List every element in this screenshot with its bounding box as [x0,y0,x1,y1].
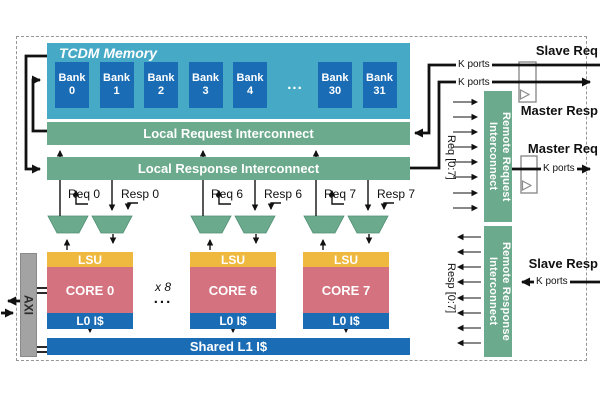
tcdm-title: TCDM Memory [59,45,158,61]
slave-req-label: Slave Req [535,43,598,58]
remote-response-interconnect: Remote Response Interconnect [484,226,512,357]
core0-remote-resp-stub [124,202,138,210]
kports-master-resp: K ports [456,77,492,88]
core6-wiring [190,150,281,333]
core0-resp-mux [91,215,133,234]
core7-wiring [303,150,394,333]
core7-lsu: LSU [303,252,389,267]
bank-1: Bank 1 [99,62,134,108]
core6-lsu: LSU [190,252,276,267]
kports-slave-resp: K ports [534,276,570,287]
core6-remote-resp-stub [267,202,281,210]
core6-req-mux [190,215,232,234]
core-multiplier: x 8 [154,280,171,294]
core0-req-mux [47,215,89,234]
core-ellipsis: ... [153,290,173,307]
kports-master-req: K ports [541,163,577,174]
core7-remote-resp-stub [380,202,394,210]
kports-slave-req: K ports [456,59,492,70]
master-resp-label: Master Resp [520,103,598,118]
core0-block: CORE 0 [47,267,133,313]
remote-resp-arrows [457,233,481,347]
core6-resp-mux [234,215,276,234]
register-master-req [520,155,538,194]
core0-wiring [47,150,138,333]
bank-0: Bank 0 [55,62,89,108]
req6-label: Req 6 [210,187,244,201]
master-resp-path [410,77,591,170]
axi-port: AXI [20,253,37,357]
clock-triangle-icon [521,180,533,191]
bank-4: Bank 4 [233,62,267,108]
core6-remote-req-stub [215,190,231,205]
axi-label: AXI [21,294,36,315]
local-request-label: Local Request Interconnect [143,126,314,141]
slave-req-path [414,63,600,138]
cluster-dashed-border [16,36,587,361]
axi-l1-bus-connector [37,346,47,353]
req-range-label: Req [0:7] [445,134,457,180]
req0-label: Req 0 [67,187,101,201]
axi-core-bus-connector [37,287,47,294]
core7-block: CORE 7 [303,267,389,313]
local-response-label: Local Response Interconnect [137,161,320,176]
shared-l1-cache: Shared L1 I$ [47,338,410,355]
core7-req-mux [303,215,345,234]
resp0-label: Resp 0 [120,187,160,201]
local-request-interconnect: Local Request Interconnect [47,122,410,145]
remote-req-arrows [453,98,478,212]
core6-l0-cache: L0 I$ [190,313,276,329]
req7-label: Req 7 [323,187,357,201]
core7-remote-req-stub [328,190,344,205]
clock-triangle-icon [519,89,531,100]
core0-l0-cache: L0 I$ [47,313,133,329]
bank-3: Bank 3 [188,62,223,108]
bank-2: Bank 2 [144,62,178,108]
bank-30: Bank 30 [318,62,352,108]
local-response-interconnect: Local Response Interconnect [47,157,410,180]
resp-range-label: Resp [0:7] [445,262,457,314]
core0-remote-req-stub [72,190,88,205]
slave-resp-label: Slave Resp [528,256,598,271]
core6-block: CORE 6 [190,267,276,313]
tcdm-to-response-loop [24,54,47,174]
resp7-label: Resp 7 [376,187,416,201]
master-req-label: Master Req [527,141,598,156]
resp6-label: Resp 6 [263,187,303,201]
core7-l0-cache: L0 I$ [303,313,389,329]
remote-request-interconnect: Remote Request Interconnect [484,91,512,222]
request-to-banks-loop [31,75,47,133]
bank-31: Bank 31 [362,62,397,108]
core0-lsu: LSU [47,252,133,267]
core7-resp-mux [347,215,389,234]
bank-ellipsis: ... [287,76,303,93]
